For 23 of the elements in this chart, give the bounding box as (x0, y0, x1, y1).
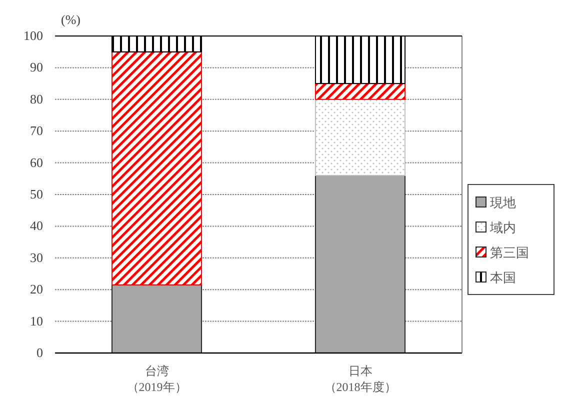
y-tick-label: 70 (30, 123, 43, 138)
bar (111, 51, 202, 286)
x-tick-label: 日本（2018年度） (324, 364, 396, 394)
y-tick-label: 50 (30, 186, 43, 202)
legend-label: 第三国 (490, 245, 529, 260)
y-tick-label: 100 (24, 28, 43, 43)
bar (111, 284, 202, 354)
legend-label: 現地 (490, 195, 516, 210)
y-tick-label: 60 (30, 154, 43, 170)
bar (314, 98, 406, 176)
y-tick-label: 90 (30, 60, 43, 75)
y-tick-label: 30 (30, 250, 43, 265)
y-tick-label: 40 (30, 218, 43, 234)
legend-label: 本国 (490, 270, 516, 285)
y-tick-label: 10 (30, 313, 43, 328)
legend-label: 域内 (489, 220, 516, 235)
bar (314, 174, 406, 354)
y-tick-label: 20 (30, 282, 43, 297)
x-tick-label: 台湾（2019年） (126, 364, 187, 394)
y-tick-label: 0 (36, 345, 43, 360)
y-tick-label: 80 (30, 91, 43, 106)
bar (314, 83, 406, 100)
y-axis-title: (%) (61, 12, 80, 27)
